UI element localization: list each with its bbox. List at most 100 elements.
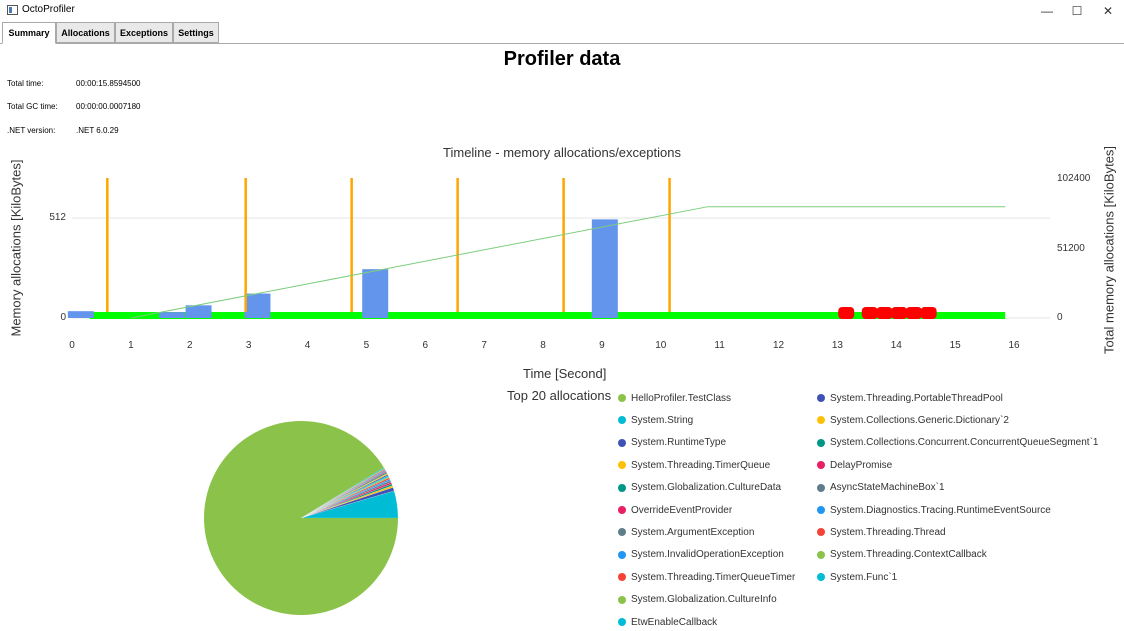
allocation-bar [159, 312, 186, 318]
legend-dot [618, 394, 626, 402]
allocation-bar [185, 305, 212, 318]
legend-label: OverrideEventProvider [631, 504, 733, 516]
legend-label: EtwEnableCallback [631, 616, 718, 628]
legend-dot [817, 394, 825, 402]
legend-label: System.Globalization.CultureInfo [631, 594, 777, 606]
total-time-value: 00:00:15.8594500 [76, 79, 141, 88]
exception-marker [905, 307, 922, 319]
page-title: Profiler data [503, 48, 621, 70]
legend-dot [817, 573, 825, 582]
x-tick-label: 13 [831, 340, 843, 351]
legend-dot [618, 550, 626, 559]
legend-label: System.RuntimeType [631, 437, 727, 449]
legend-item: EtwEnableCallback [618, 615, 717, 629]
exception-marker [891, 307, 908, 319]
legend-item: System.Collections.Concurrent.Concurrent… [817, 436, 1098, 450]
allocation-bar [67, 311, 94, 318]
y-tick-label: 0 [60, 312, 66, 323]
legend-dot [618, 595, 626, 604]
x-tick-label: 3 [245, 340, 252, 351]
legend-item: System.Diagnostics.Tracing.RuntimeEventS… [817, 503, 1051, 517]
total-gc-time-value: 00:00:00.0007180 [76, 102, 141, 111]
x-tick-label: 9 [599, 340, 605, 351]
legend-dot [618, 483, 626, 492]
legend-dot [817, 528, 825, 537]
legend-label: System.Threading.TimerQueueTimer [631, 571, 796, 583]
timeline-chart-title: Timeline - memory allocations/exceptions [443, 145, 681, 160]
exception-marker [876, 307, 893, 319]
x-tick-label: 8 [540, 340, 546, 351]
tab-bar: Summary Allocations Exceptions Settings [0, 22, 1124, 44]
legend-label: HelloProfiler.TestClass [631, 392, 732, 404]
tab-allocations[interactable]: Allocations [56, 22, 115, 43]
legend-dot [618, 528, 626, 537]
x-tick-label: 2 [186, 340, 193, 351]
legend-item: System.InvalidOperationException [618, 548, 784, 562]
tab-summary[interactable]: Summary [2, 22, 56, 44]
legend-item: System.Func`1 [817, 570, 897, 584]
y2-tick-label: 102400 [1057, 173, 1091, 184]
close-button[interactable]: ✕ [1102, 3, 1114, 18]
legend-dot [618, 461, 626, 470]
legend-item: System.Threading.TimerQueue [618, 458, 770, 472]
x-tick-label: 12 [772, 340, 785, 351]
x-tick-label: 1 [128, 340, 134, 351]
cumulative-allocation-line [130, 206, 1006, 319]
allocation-bar [362, 269, 389, 318]
legend-label: System.InvalidOperationException [631, 549, 784, 561]
legend-dot [817, 416, 825, 425]
legend-item: System.Globalization.CultureData [618, 481, 781, 495]
exception-marker [838, 307, 855, 319]
legend-label: System.Threading.PortableThreadPool [830, 392, 1003, 404]
legend-item: System.ArgumentException [618, 525, 754, 539]
y2-tick-label: 51200 [1057, 243, 1085, 254]
legend-dot [618, 573, 626, 582]
app-icon [7, 5, 18, 15]
legend-item: AsyncStateMachineBox`1 [817, 481, 945, 495]
pie-chart-title: Top 20 allocations [507, 388, 612, 403]
timeline-x-axis-title: Time [Second] [523, 366, 607, 381]
legend-label: System.Collections.Concurrent.Concurrent… [830, 437, 1099, 449]
legend-label: System.Threading.TimerQueue [631, 459, 771, 471]
maximize-button[interactable]: ☐ [1071, 3, 1083, 18]
title-bar: OctoProfiler — ☐ ✕ [0, 0, 1124, 21]
window-title: OctoProfiler [22, 4, 75, 15]
legend-dot [817, 506, 825, 514]
legend-label: System.Threading.Thread [830, 526, 946, 538]
x-tick-label: 10 [655, 340, 667, 351]
legend-dot [817, 461, 825, 470]
legend-dot [618, 438, 626, 447]
legend-item: System.Threading.PortableThreadPool [817, 391, 1003, 405]
y2-tick-label: 0 [1057, 312, 1063, 323]
exception-marker [920, 307, 937, 319]
legend-label: System.Diagnostics.Tracing.RuntimeEventS… [830, 504, 1051, 516]
legend-label: System.Globalization.CultureData [631, 482, 782, 494]
legend-label: System.Collections.Generic.Dictionary`2 [830, 414, 1009, 426]
tab-settings[interactable]: Settings [173, 22, 219, 43]
net-version-label: .NET version: [7, 126, 56, 135]
pie-slice [300, 467, 385, 519]
tab-exceptions[interactable]: Exceptions [115, 22, 173, 43]
legend-item: System.Threading.ContextCallback [817, 548, 987, 562]
minimize-button[interactable]: — [1041, 3, 1053, 18]
x-tick-label: 14 [890, 340, 902, 351]
legend-dot [817, 438, 825, 447]
legend-label: System.String [631, 414, 694, 426]
x-tick-label: 11 [714, 340, 725, 351]
x-tick-label: 4 [304, 340, 311, 351]
legend-label: DelayPromise [830, 459, 893, 471]
x-tick-label: 6 [422, 340, 429, 351]
legend-dot [817, 550, 825, 559]
x-tick-label: 5 [363, 340, 370, 351]
net-version-value: .NET 6.0.29 [76, 126, 119, 135]
legend-item: System.RuntimeType [618, 436, 726, 450]
legend-item: DelayPromise [817, 458, 892, 472]
legend-item: System.Collections.Generic.Dictionary`2 [817, 413, 1009, 427]
tab-bar-divider [0, 43, 1124, 44]
legend-label: System.Func`1 [830, 571, 898, 583]
pie-slice [204, 421, 398, 616]
exception-marker [861, 307, 878, 319]
baseline-bar [89, 312, 1006, 319]
